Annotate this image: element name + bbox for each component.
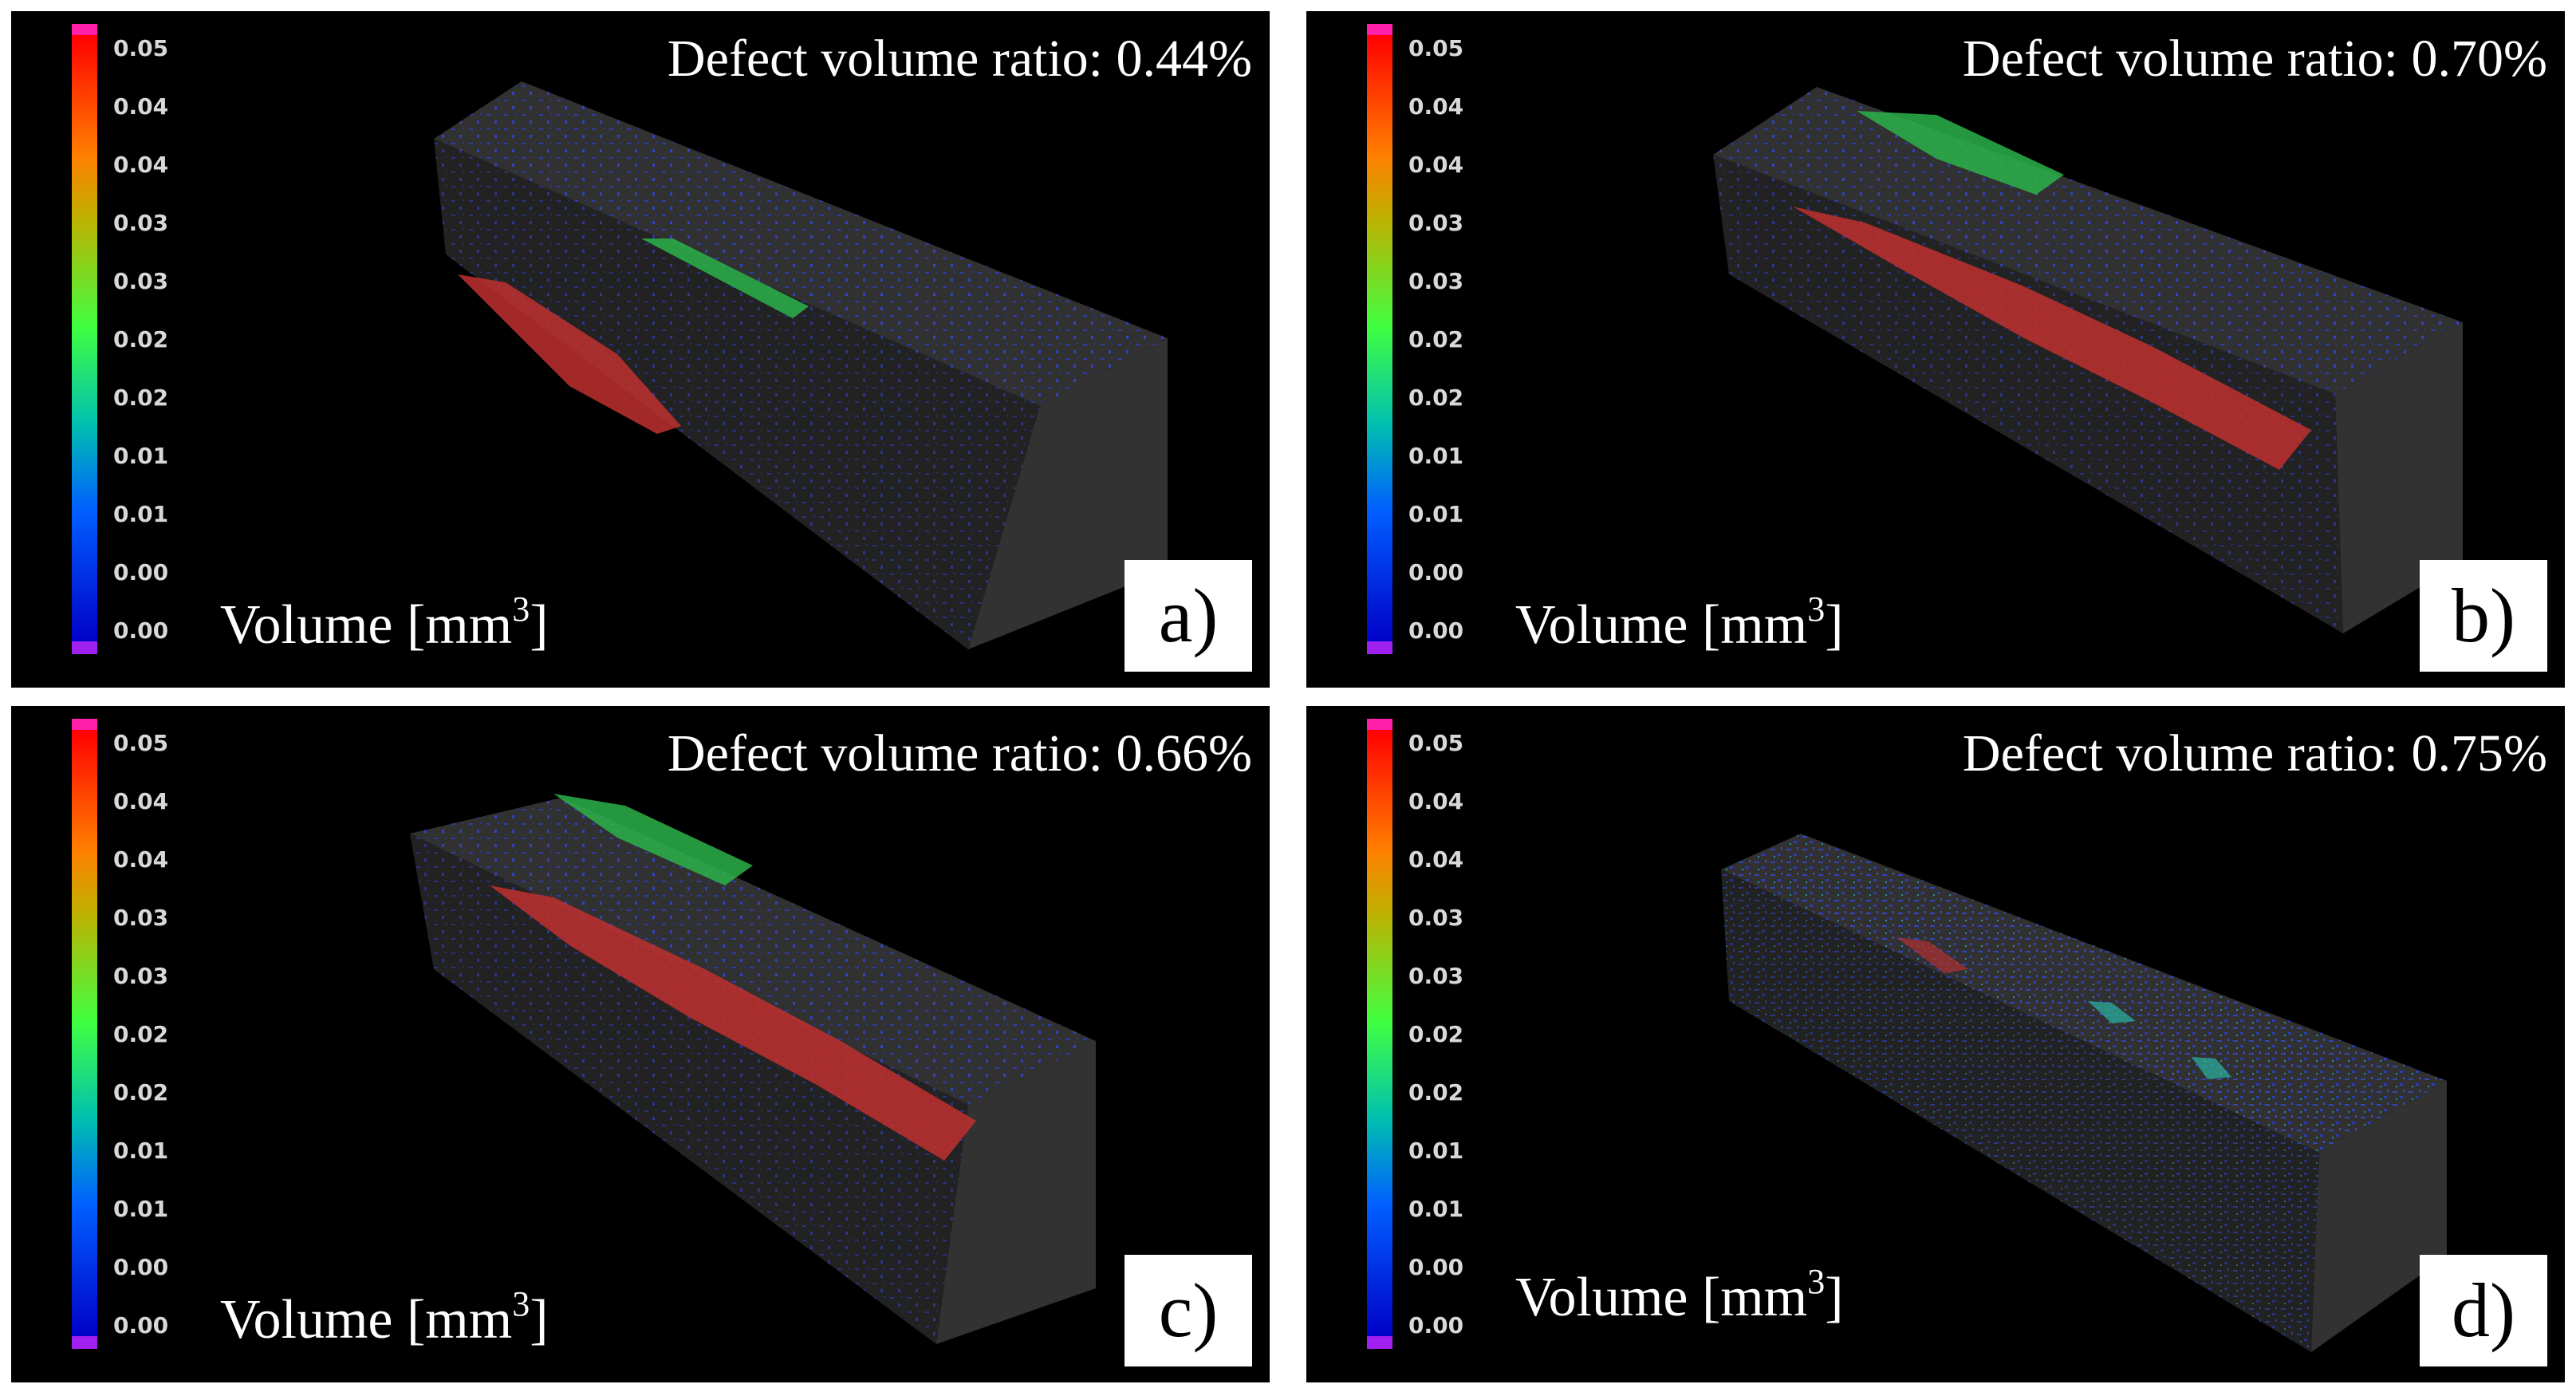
colorbar-tick: 0.03 <box>1408 905 1464 931</box>
panel-a: 0.05 0.04 0.04 0.03 0.03 0.02 0.02 0.01 … <box>11 11 1270 688</box>
colorbar-tick: 0.03 <box>113 963 169 989</box>
colorbar-tick: 0.03 <box>113 210 169 236</box>
colorbar-tick: 0.02 <box>113 1021 169 1047</box>
colorbar-min-swatch <box>72 641 97 654</box>
colorbar-tick: 0.03 <box>1408 963 1464 989</box>
colorbar-tick: 0.00 <box>113 617 169 644</box>
colorbar-unit-label: Volume [mm3] <box>220 1284 549 1351</box>
colorbar-tick: 0.04 <box>1408 152 1464 178</box>
colorbar-tick: 0.01 <box>113 443 169 469</box>
panel-d: 0.05 0.04 0.04 0.03 0.03 0.02 0.02 0.01 … <box>1306 706 2565 1382</box>
colorbar-tick: 0.05 <box>113 730 169 756</box>
colorbar-min-swatch <box>1367 641 1392 654</box>
colorbar-tick: 0.04 <box>113 152 169 178</box>
colorbar-tick: 0.01 <box>113 501 169 527</box>
ct-volume-render-c <box>410 794 1096 1344</box>
colorbar-tick: 0.05 <box>1408 730 1464 756</box>
colorbar-tick: 0.02 <box>113 1079 169 1106</box>
colorbar-ticks: 0.05 0.04 0.04 0.03 0.03 0.02 0.02 0.01 … <box>113 706 209 1382</box>
defect-volume-ratio: Defect volume ratio: 0.66% <box>667 724 1252 783</box>
colorbar-tick: 0.00 <box>1408 1312 1464 1339</box>
ct-volume-render-d <box>1721 834 2447 1352</box>
colorbar-tick: 0.02 <box>1408 1021 1464 1047</box>
colorbar-tick: 0.01 <box>113 1196 169 1222</box>
colorbar-unit-label: Volume [mm3] <box>220 590 549 657</box>
colorbar-tick: 0.02 <box>1408 384 1464 411</box>
panel-b: 0.05 0.04 0.04 0.03 0.03 0.02 0.02 0.01 … <box>1306 11 2565 688</box>
colorbar-max-swatch <box>72 719 97 731</box>
colorbar-tick: 0.04 <box>113 93 169 120</box>
colorbar-tick: 0.02 <box>113 326 169 353</box>
colorbar-tick: 0.05 <box>113 35 169 61</box>
colorbar-tick: 0.01 <box>1408 1196 1464 1222</box>
defect-volume-ratio: Defect volume ratio: 0.44% <box>667 30 1252 88</box>
ct-volume-render-b <box>1713 87 2463 633</box>
colorbar-max-swatch <box>72 24 97 37</box>
colorbar-tick: 0.00 <box>1408 1254 1464 1280</box>
panel-tag: a) <box>1125 560 1252 672</box>
colorbar <box>72 35 97 643</box>
colorbar-tick: 0.05 <box>1408 35 1464 61</box>
colorbar-tick: 0.01 <box>1408 443 1464 469</box>
colorbar-tick: 0.02 <box>1408 1079 1464 1106</box>
colorbar-max-swatch <box>1367 24 1392 37</box>
colorbar-ticks: 0.05 0.04 0.04 0.03 0.03 0.02 0.02 0.01 … <box>1408 706 1504 1382</box>
colorbar-tick: 0.01 <box>1408 1138 1464 1164</box>
colorbar-tick: 0.04 <box>1408 93 1464 120</box>
ct-volume-render-a <box>434 81 1168 649</box>
colorbar-tick: 0.02 <box>1408 326 1464 353</box>
colorbar-tick: 0.00 <box>113 559 169 586</box>
colorbar-unit-label: Volume [mm3] <box>1515 590 1844 657</box>
colorbar-tick: 0.01 <box>1408 501 1464 527</box>
defect-volume-ratio: Defect volume ratio: 0.70% <box>1962 30 2547 88</box>
colorbar-tick: 0.00 <box>1408 559 1464 586</box>
colorbar-tick: 0.00 <box>113 1312 169 1339</box>
colorbar-ticks: 0.05 0.04 0.04 0.03 0.03 0.02 0.02 0.01 … <box>1408 11 1504 688</box>
panel-tag: c) <box>1125 1255 1252 1366</box>
colorbar-tick: 0.03 <box>1408 210 1464 236</box>
defect-volume-ratio: Defect volume ratio: 0.75% <box>1962 724 2547 783</box>
colorbar-tick: 0.00 <box>113 1254 169 1280</box>
colorbar-tick: 0.03 <box>113 268 169 294</box>
colorbar-tick: 0.00 <box>1408 617 1464 644</box>
panel-tag: d) <box>2420 1255 2547 1366</box>
colorbar-min-swatch <box>72 1336 97 1349</box>
colorbar <box>72 730 97 1338</box>
colorbar-tick: 0.04 <box>113 846 169 873</box>
panel-tag: b) <box>2420 560 2547 672</box>
colorbar-tick: 0.04 <box>113 788 169 814</box>
colorbar-max-swatch <box>1367 719 1392 731</box>
panel-c: 0.05 0.04 0.04 0.03 0.03 0.02 0.02 0.01 … <box>11 706 1270 1382</box>
colorbar-tick: 0.04 <box>1408 846 1464 873</box>
colorbar-tick: 0.03 <box>113 905 169 931</box>
colorbar-tick: 0.02 <box>113 384 169 411</box>
colorbar-unit-label: Volume [mm3] <box>1515 1262 1844 1329</box>
colorbar <box>1367 35 1392 643</box>
colorbar-tick: 0.04 <box>1408 788 1464 814</box>
colorbar-tick: 0.03 <box>1408 268 1464 294</box>
colorbar-ticks: 0.05 0.04 0.04 0.03 0.03 0.02 0.02 0.01 … <box>113 11 209 688</box>
colorbar-min-swatch <box>1367 1336 1392 1349</box>
colorbar <box>1367 730 1392 1338</box>
colorbar-tick: 0.01 <box>113 1138 169 1164</box>
